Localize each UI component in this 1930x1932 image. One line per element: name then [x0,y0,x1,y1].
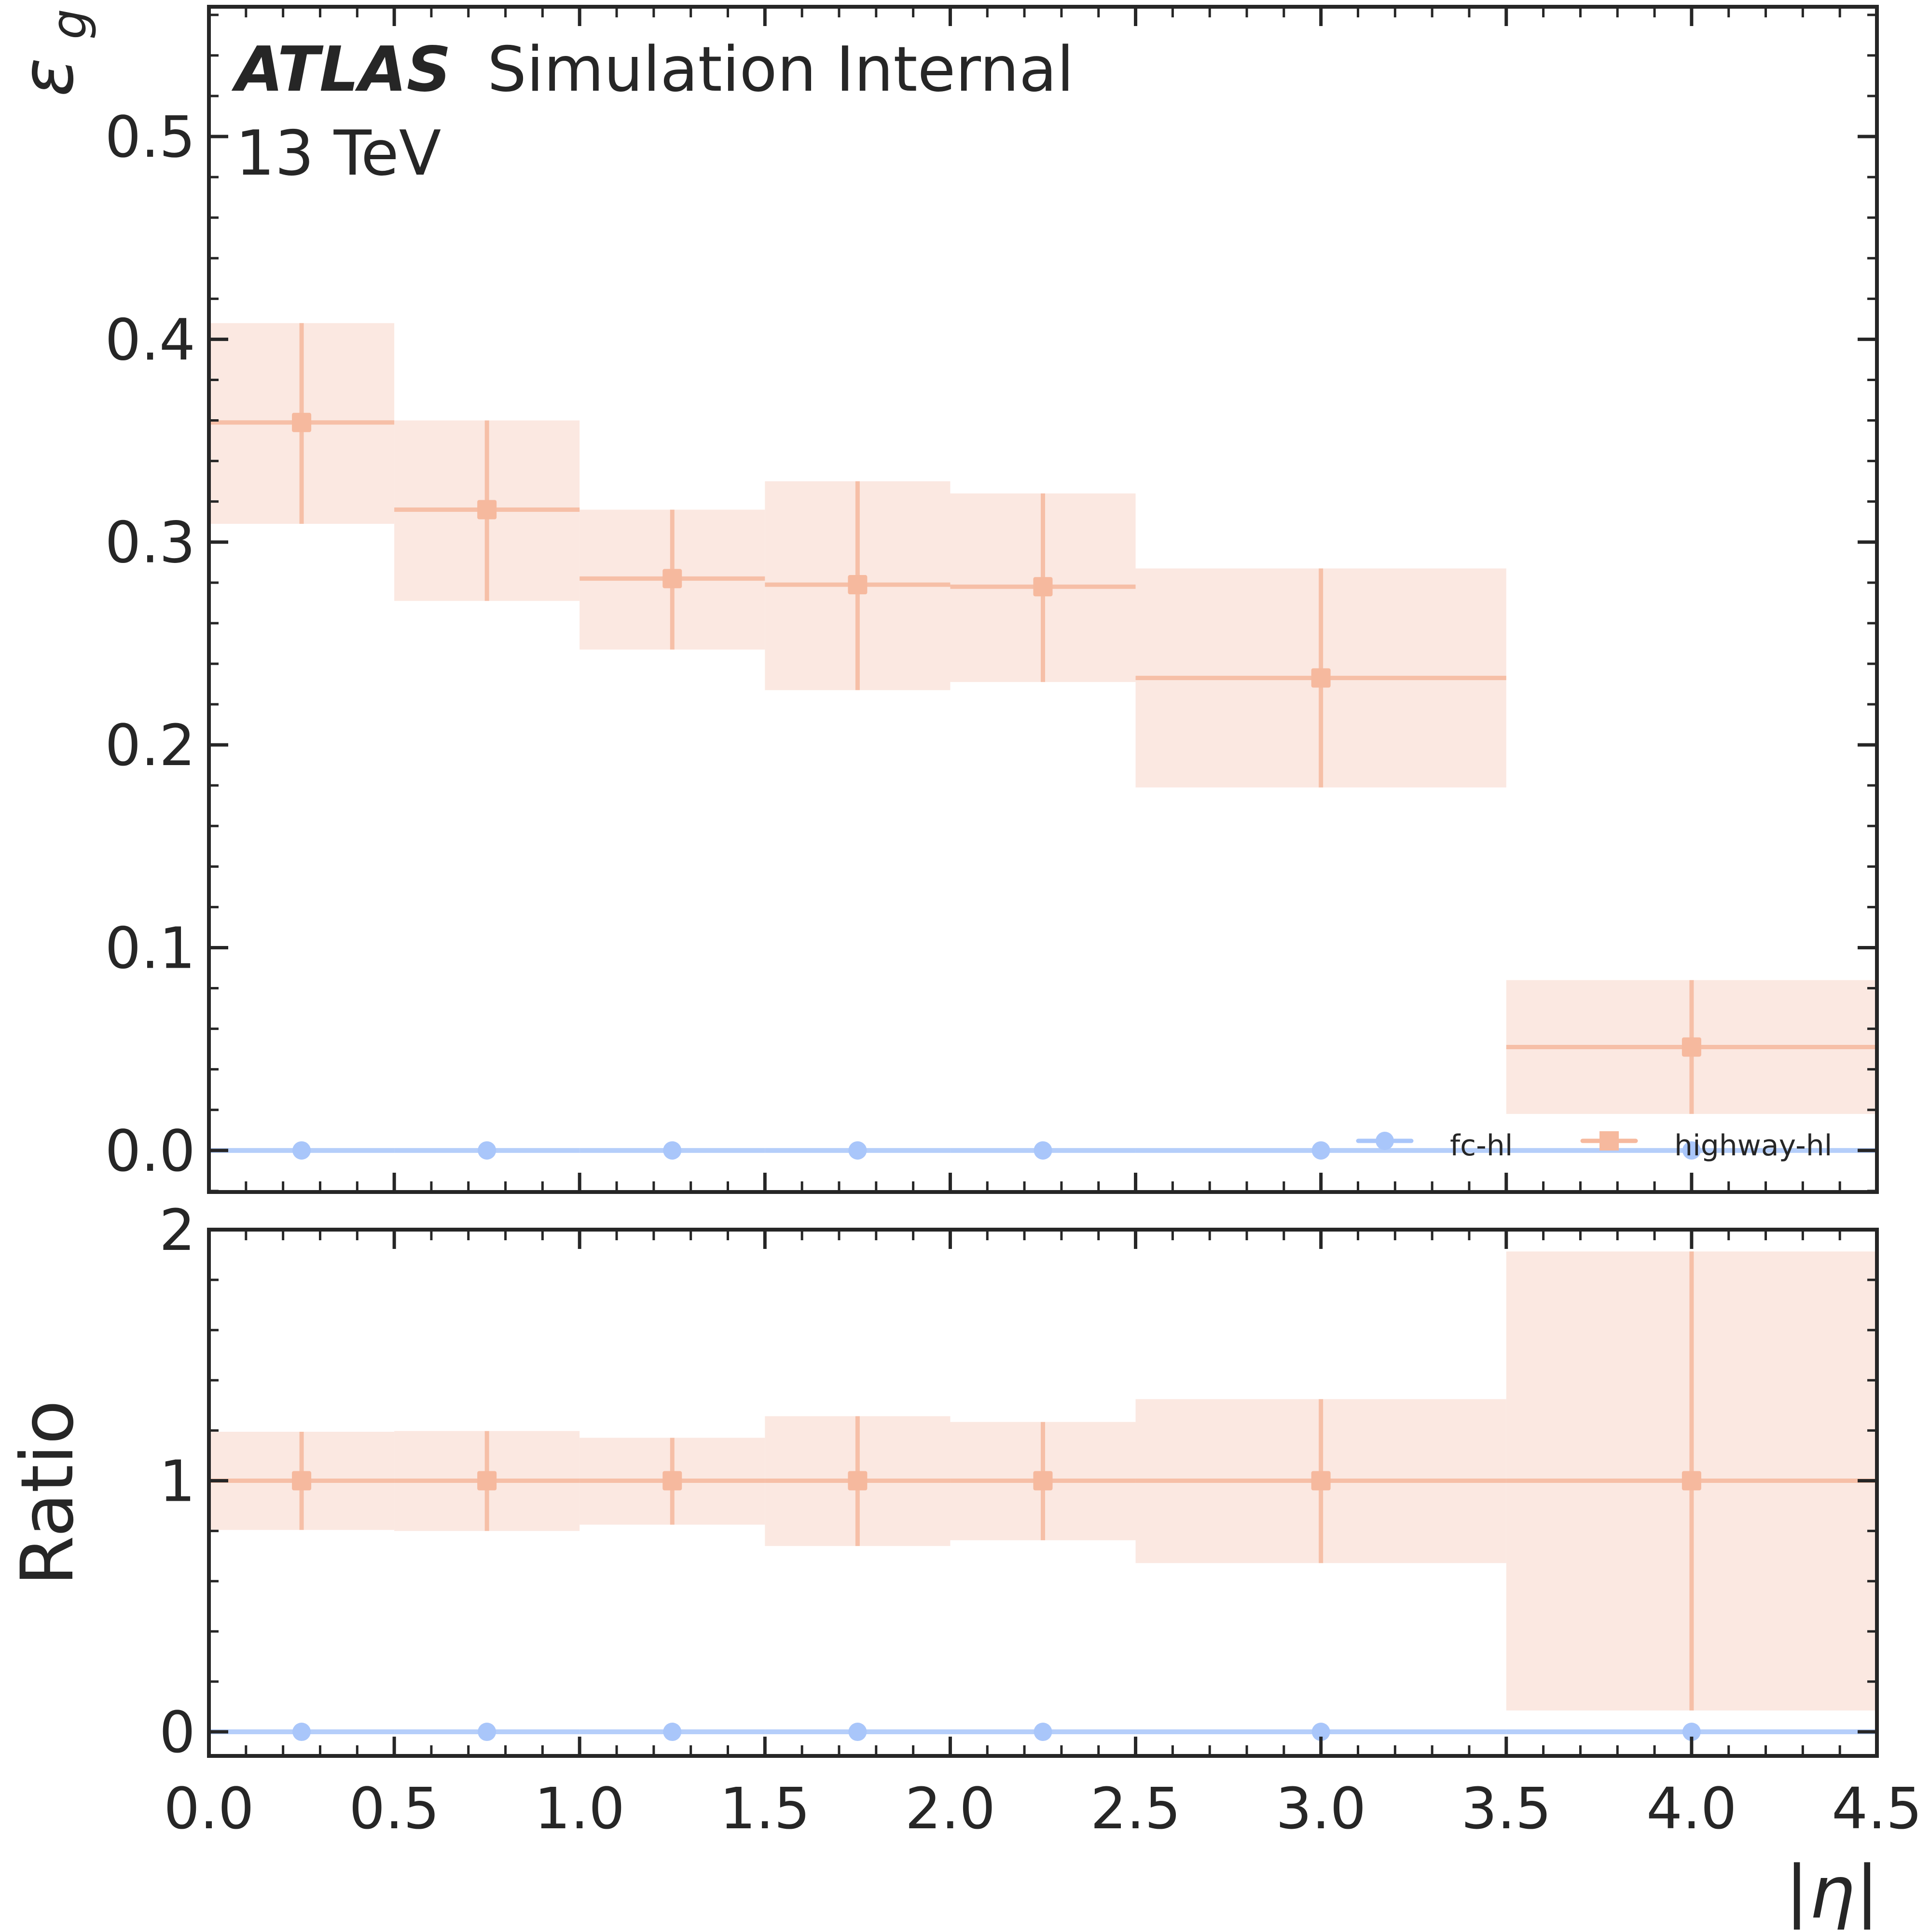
fc-hl-point [663,1141,682,1160]
highway-hl-point [477,1471,497,1491]
fc-hl-point [1682,1723,1701,1741]
legend-entry-highway-hl: highway-hl [1580,1129,1832,1163]
legend-label: highway-hl [1674,1129,1832,1163]
x-tick-label: 2.0 [905,1775,996,1842]
highway-hl-point [1311,1471,1331,1491]
x-tick-label: 0.0 [164,1775,254,1842]
fc-hl-point [848,1141,867,1160]
x-tick-label: 1.5 [719,1775,810,1842]
highway-hl-point [848,1471,868,1491]
highway-hl-point [1311,668,1331,688]
highway-hl-point [292,1471,312,1491]
x-tick-label: 3.5 [1461,1775,1552,1842]
main-y-axis-label: ε g [6,9,97,96]
fc-hl-point [848,1723,867,1741]
ylabel-epsilon: ε [6,57,90,96]
ratio-axes-frame [207,1228,1879,1758]
highway-hl-point [1682,1471,1701,1491]
x-tick-label: 4.0 [1646,1775,1737,1842]
y-tick-label: 0.1 [105,915,195,981]
atlas-label-text: Simulation Internal [487,34,1074,106]
y-tick-label: 0.4 [105,306,195,373]
atlas-label-bold: ATLAS [231,34,451,106]
fc-hl-point [292,1723,311,1741]
main-series-marks [209,323,1877,1160]
legend-square-icon [1599,1131,1619,1151]
x-axis-label: |η| [1785,1851,1879,1930]
fc-hl-point [478,1141,496,1160]
fc-hl-point [1311,1141,1330,1160]
legend-label: fc-hl [1450,1129,1513,1163]
highway-hl-point [292,412,312,432]
fc-hl-point [663,1723,682,1741]
ylabel-subscript: g [41,9,97,39]
highway-hl-point [662,569,682,589]
ratio-y-axis-label: Ratio [6,1400,90,1586]
atlas-label: ATLAS Simulation Internal 13 TeV [231,34,1074,190]
main-panel: 0.0 0.1 0.2 0.3 0.4 0.5 ATLAS Simulation Inte… [6,5,1879,1194]
main-tick-labels: 0.0 0.1 0.2 0.3 0.4 0.5 [105,104,195,1184]
y-tick-label: 1 [159,1448,195,1515]
fc-hl-point [1034,1141,1052,1160]
fc-hl-point [478,1723,496,1741]
highway-hl-point [662,1471,682,1491]
ratio-series-marks [209,1251,1877,1741]
x-tick-label: 0.5 [349,1775,440,1842]
y-tick-label: 0.2 [105,712,195,779]
x-tick-label: 2.5 [1090,1775,1181,1842]
x-tick-label: 4.5 [1832,1775,1922,1842]
fc-hl-point [1682,1141,1701,1160]
main-axes-frame [207,5,1879,1194]
fc-hl-point [292,1141,311,1160]
y-tick-label: 2 [159,1197,195,1263]
ratio-tick-labels: 0 1 2 0.0 0.5 1.0 1.5 2.0 2.5 3.0 3.5 4.0 4.5 [159,1197,1922,1842]
y-tick-label: 0 [159,1699,195,1766]
highway-hl-point [848,575,868,595]
main-uncertainty-bands [209,323,1877,1114]
highway-hl-point [1033,1471,1053,1491]
fc-hl-point [1311,1723,1330,1741]
highway-hl-point [477,500,497,520]
highway-hl-point [1033,577,1053,597]
fc-hl-point [1034,1723,1052,1741]
y-tick-label: 0.5 [105,104,195,170]
x-tick-label: 3.0 [1276,1775,1366,1842]
legend: fc-hl highway-hl [1356,1129,1832,1163]
x-tick-label: 1.0 [534,1775,625,1842]
y-tick-label: 0.0 [105,1118,195,1184]
y-tick-label: 0.3 [105,509,195,576]
energy-label: 13 TeV [235,118,441,190]
highway-hl-point [1682,1037,1701,1057]
legend-circle-icon [1376,1132,1394,1150]
legend-entry-fc-hl: fc-hl [1356,1129,1513,1163]
